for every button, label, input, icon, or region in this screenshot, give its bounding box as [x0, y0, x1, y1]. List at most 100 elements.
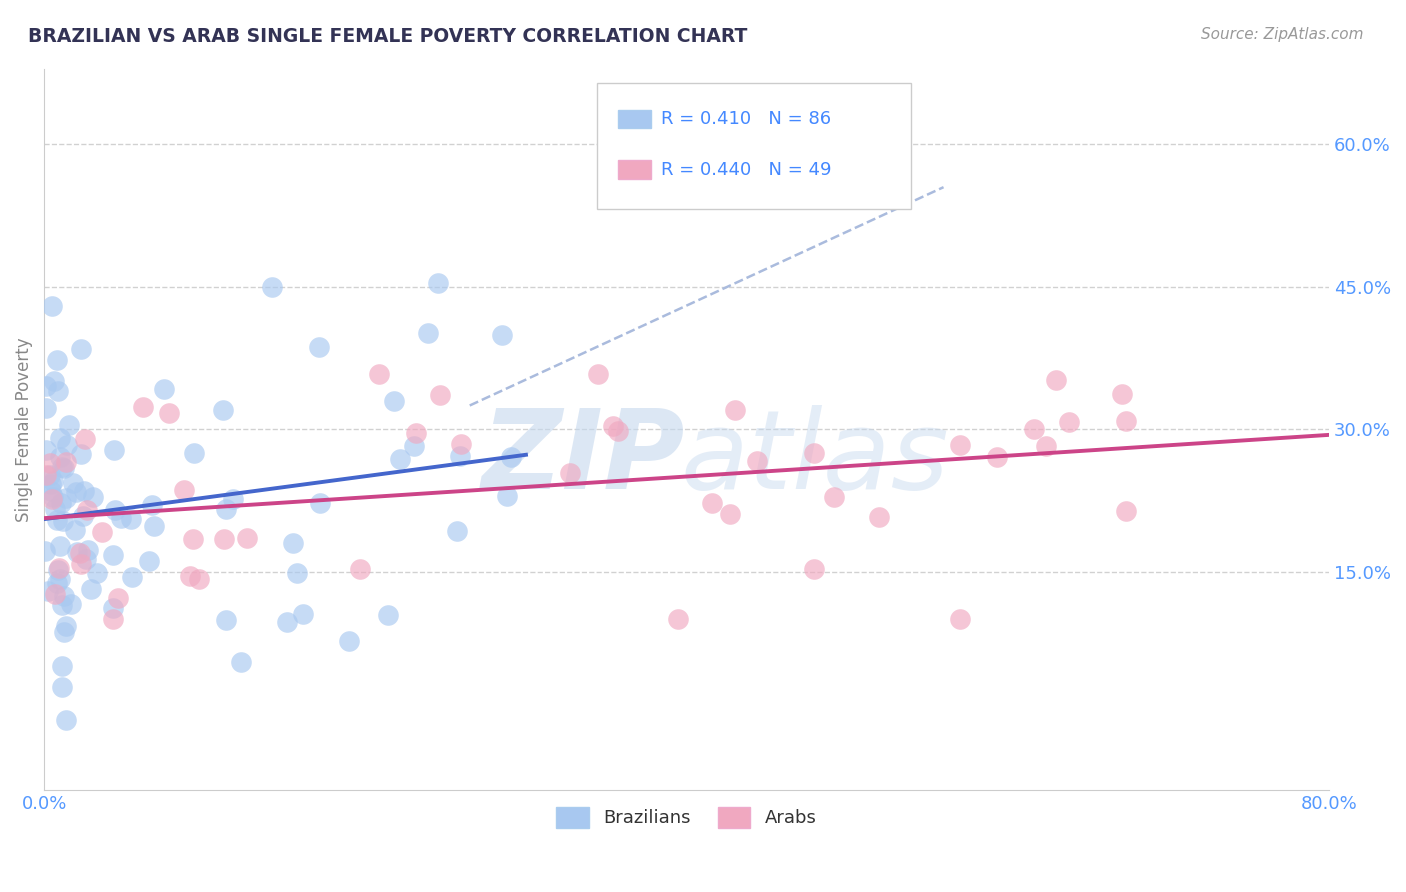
- Text: BRAZILIAN VS ARAB SINGLE FEMALE POVERTY CORRELATION CHART: BRAZILIAN VS ARAB SINGLE FEMALE POVERTY …: [28, 27, 748, 45]
- Point: [110, 511, 132, 525]
- Point: [46, 563, 69, 577]
- Point: [745, 454, 768, 468]
- Point: [141, 498, 163, 512]
- Point: [73, 432, 96, 446]
- Text: Source: ZipAtlas.com: Source: ZipAtlas.com: [1201, 27, 1364, 42]
- Point: [121, 570, 143, 584]
- Point: [103, 548, 125, 562]
- Point: [262, 280, 284, 294]
- Point: [72, 509, 94, 524]
- Point: [37, 584, 59, 599]
- Point: [1022, 422, 1045, 436]
- Point: [45, 513, 67, 527]
- Point: [90, 525, 112, 540]
- Point: [107, 591, 129, 605]
- Point: [55, 714, 77, 728]
- Point: [236, 532, 259, 546]
- Point: [949, 437, 972, 451]
- Legend: Brazilians, Arabs: Brazilians, Arabs: [550, 800, 824, 835]
- Point: [491, 327, 513, 342]
- Point: [499, 450, 522, 464]
- Point: [418, 326, 440, 340]
- Point: [53, 461, 76, 475]
- Point: [35, 379, 58, 393]
- Point: [138, 554, 160, 568]
- Point: [35, 442, 58, 457]
- Point: [586, 367, 609, 381]
- Point: [39, 456, 62, 470]
- Point: [602, 418, 624, 433]
- Point: [446, 524, 468, 538]
- Point: [101, 600, 124, 615]
- Point: [44, 501, 66, 516]
- Point: [120, 512, 142, 526]
- Point: [65, 484, 87, 499]
- Point: [560, 466, 582, 480]
- Point: [76, 503, 98, 517]
- Point: [46, 353, 69, 368]
- Point: [48, 431, 70, 445]
- Point: [1045, 372, 1067, 386]
- Point: [82, 490, 104, 504]
- Point: [181, 532, 204, 546]
- Point: [51, 598, 73, 612]
- Point: [179, 569, 201, 583]
- Point: [377, 608, 399, 623]
- Point: [803, 446, 825, 460]
- Point: [101, 612, 124, 626]
- Point: [62, 475, 84, 490]
- Point: [215, 613, 238, 627]
- Point: [449, 449, 471, 463]
- Point: [35, 401, 58, 415]
- Point: [55, 491, 77, 506]
- Point: [1111, 387, 1133, 401]
- Point: [53, 625, 76, 640]
- Point: [429, 388, 451, 402]
- Point: [1115, 504, 1137, 518]
- Point: [55, 619, 77, 633]
- Point: [86, 566, 108, 580]
- Text: R = 0.410   N = 86: R = 0.410 N = 86: [661, 110, 831, 128]
- Point: [986, 450, 1008, 464]
- FancyBboxPatch shape: [596, 83, 911, 210]
- Point: [281, 536, 304, 550]
- Point: [823, 491, 845, 505]
- Point: [157, 406, 180, 420]
- Point: [349, 562, 371, 576]
- Point: [702, 496, 724, 510]
- Point: [49, 539, 72, 553]
- Point: [56, 438, 79, 452]
- Point: [66, 545, 89, 559]
- Point: [41, 491, 63, 506]
- Point: [48, 561, 70, 575]
- Point: [426, 276, 449, 290]
- Point: [388, 451, 411, 466]
- Point: [291, 607, 314, 621]
- Point: [49, 450, 72, 464]
- Point: [46, 384, 69, 398]
- Point: [285, 566, 308, 580]
- Point: [59, 597, 82, 611]
- Point: [46, 576, 69, 591]
- Point: [718, 507, 741, 521]
- Point: [368, 368, 391, 382]
- Point: [337, 634, 360, 648]
- Point: [35, 468, 58, 483]
- Point: [724, 403, 747, 417]
- Point: [69, 343, 91, 357]
- Point: [308, 496, 330, 510]
- Y-axis label: Single Female Poverty: Single Female Poverty: [15, 337, 32, 522]
- Point: [308, 340, 330, 354]
- Point: [143, 518, 166, 533]
- Point: [41, 299, 63, 313]
- Point: [173, 483, 195, 498]
- Point: [39, 483, 62, 498]
- Point: [49, 496, 72, 510]
- Point: [188, 572, 211, 586]
- Point: [52, 514, 75, 528]
- Point: [402, 438, 425, 452]
- Point: [69, 557, 91, 571]
- Text: ZIP: ZIP: [482, 405, 686, 512]
- Point: [211, 402, 233, 417]
- Point: [450, 437, 472, 451]
